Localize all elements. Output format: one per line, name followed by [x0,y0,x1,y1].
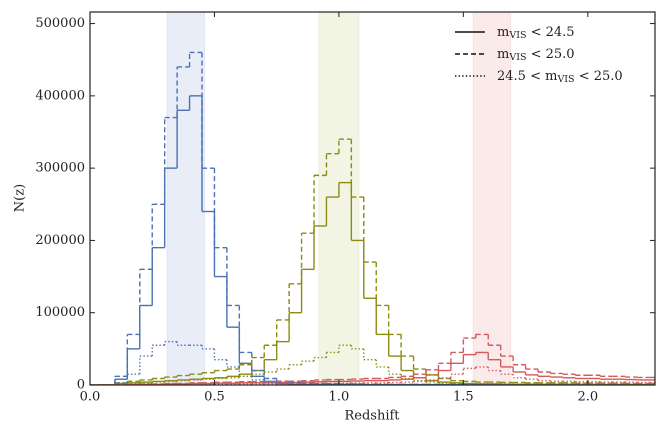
legend-label: mVIS < 24.5 [497,25,575,41]
plot-frame [89,11,656,386]
legend-label: mVIS < 25.0 [497,47,575,63]
x-tick-label: 1.0 [329,390,350,405]
legend: mVIS < 24.5 mVIS < 25.0 24.5 < mVIS < 25.0 [455,25,623,85]
x-axis-label: Redshift [344,409,400,424]
redshift-band [472,12,512,385]
y-tick-label: 500000 [35,16,85,31]
y-tick-label: 300000 [35,161,85,176]
bands [166,12,512,385]
axes: 0.0 0.5 1.0 1.5 2.0 0 100000 200000 300000 400000… [35,11,656,405]
redshift-band [166,12,205,385]
x-tick-label: 2.0 [577,390,598,405]
legend-label: 24.5 < mVIS < 25.0 [497,69,623,85]
y-tick-label: 0 [77,378,85,393]
y-tick-label: 400000 [35,88,85,103]
y-axis-label: N(z) [13,184,28,212]
x-tick-label: 0.0 [80,390,101,405]
x-tick-label: 0.5 [204,390,225,405]
y-tick-label: 200000 [35,233,85,248]
x-tick-label: 1.5 [453,390,474,405]
y-tick-label: 100000 [35,305,85,320]
redshift-band [318,12,360,385]
